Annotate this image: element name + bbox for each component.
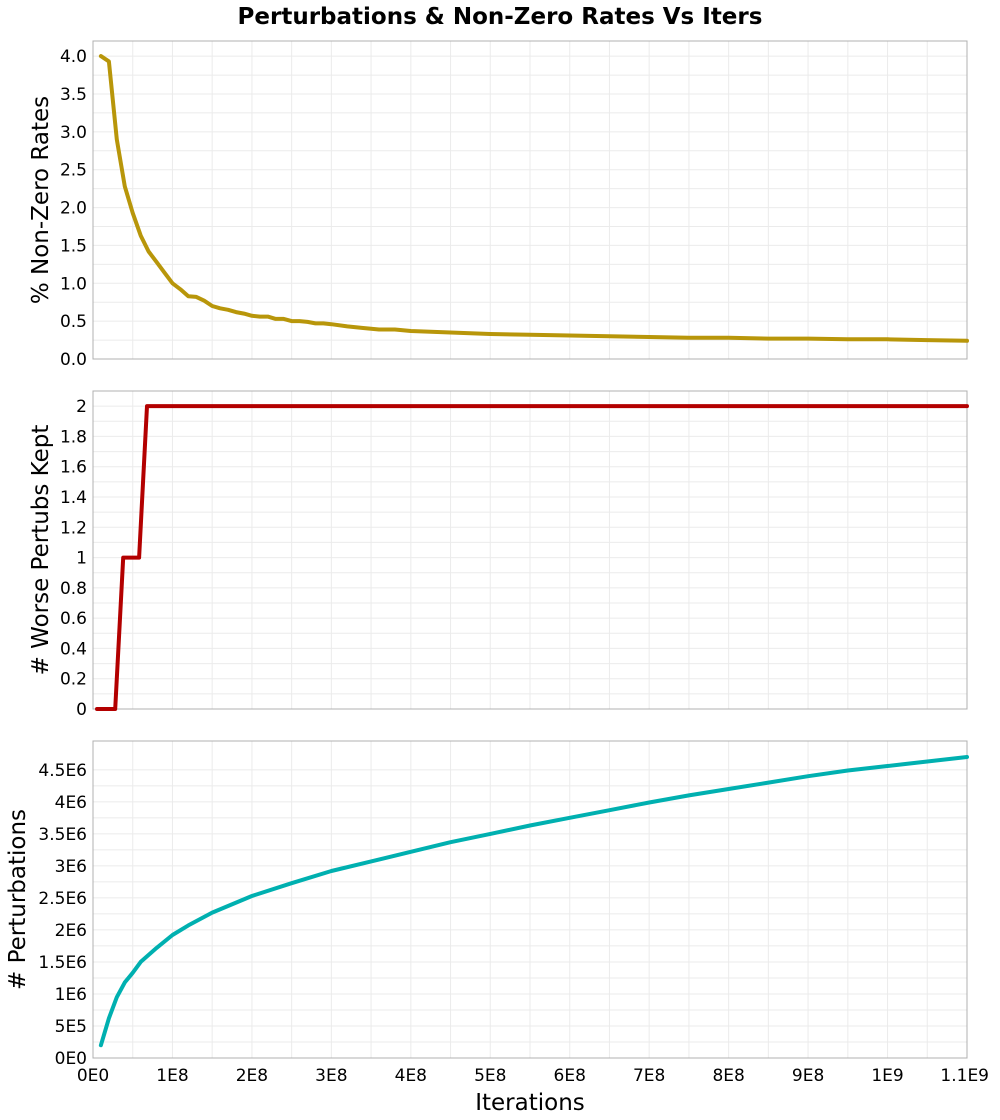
- x-tick-label: 2E8: [236, 1066, 268, 1086]
- x-tick-label: 1E9: [871, 1066, 903, 1086]
- y-tick-label: 1.4: [60, 488, 87, 508]
- y-tick-label: 2.0: [60, 199, 87, 219]
- series-line: [98, 755, 969, 1048]
- series-line: [98, 54, 969, 343]
- x-tick-label: 7E8: [633, 1066, 665, 1086]
- y-tick-label: 3.0: [60, 123, 87, 143]
- x-tick-label: 5E8: [474, 1066, 506, 1086]
- series-layer: [98, 755, 969, 1048]
- y-tick-label: 0E0: [55, 1049, 87, 1069]
- x-tick-label: 1.1E9: [940, 1066, 989, 1086]
- x-axis-ticks: 0E0 1E8 2E8 3E8 4E8 5E8 6E8 7E8 8E8 9E8 1E9 1.1E9: [77, 1066, 989, 1086]
- plot-frame: [92, 40, 968, 360]
- y-tick-label: 1.0: [60, 274, 87, 294]
- series-layer: [98, 54, 969, 343]
- y-tick-label: 0.4: [60, 639, 87, 659]
- x-tick-label: 9E8: [792, 1066, 824, 1086]
- y-axis-label: # Perturbations: [5, 809, 31, 990]
- y-tick-label: 2.5E6: [38, 889, 87, 909]
- x-tick-label: 0E0: [77, 1066, 109, 1086]
- y-tick-label: 1.5: [60, 236, 87, 256]
- y-tick-label: 1.5E6: [38, 953, 87, 973]
- x-tick-label: 8E8: [712, 1066, 744, 1086]
- series-line: [95, 404, 969, 711]
- y-tick-label: 2.5: [60, 161, 87, 181]
- plot-frame: [92, 740, 968, 1059]
- y-axis-ticks: 0 0.2 0.4 0.6 0.8 1 1.2 1.4 1.6 1.8 2: [60, 397, 87, 720]
- y-tick-label: 0.0: [60, 350, 87, 370]
- y-tick-label: 0: [76, 700, 87, 720]
- grid: [92, 741, 968, 1059]
- y-tick-label: 3E6: [55, 857, 87, 877]
- y-tick-label: 1: [76, 549, 87, 569]
- y-tick-label: 3.5: [60, 85, 87, 105]
- y-axis-label: # Worse Pertubs Kept: [28, 425, 54, 676]
- panel-perturbations: 0E0 5E5 1E6 1.5E6 2E6 2.5E6 3E6 3.5E6 4E6 4.5E6 #…: [5, 740, 989, 1086]
- y-tick-label: 2E6: [55, 921, 87, 941]
- y-tick-label: 1E6: [55, 985, 87, 1005]
- y-tick-label: 0.2: [60, 670, 87, 690]
- y-tick-label: 3.5E6: [38, 825, 87, 845]
- x-tick-label: 3E8: [315, 1066, 347, 1086]
- x-axis-label: Iterations: [475, 1090, 585, 1116]
- x-tick-label: 6E8: [554, 1066, 586, 1086]
- y-tick-label: 5E5: [55, 1017, 87, 1037]
- plot-frame: [92, 390, 968, 710]
- x-tick-label: 1E8: [156, 1066, 188, 1086]
- y-tick-label: 0.8: [60, 579, 87, 599]
- y-tick-label: 0.5: [60, 312, 87, 332]
- y-axis-ticks: 0E0 5E5 1E6 1.5E6 2E6 2.5E6 3E6 3.5E6 4E6 4.5E6: [38, 761, 87, 1069]
- panel-nonzero-rates: 0.0 0.5 1.0 1.5 2.0 2.5 3.0 3.5 4.0 % Non-Zero R…: [28, 40, 969, 370]
- grid: [92, 391, 968, 710]
- y-tick-label: 0.6: [60, 609, 87, 629]
- grid: [92, 41, 968, 360]
- y-tick-label: 1.6: [60, 458, 87, 478]
- y-tick-label: 1.8: [60, 427, 87, 447]
- series-layer: [95, 404, 969, 711]
- y-tick-label: 4E6: [55, 793, 87, 813]
- y-tick-label: 1.2: [60, 518, 87, 538]
- y-tick-label: 2: [76, 397, 87, 417]
- panel-worse-pertubs-kept: 0 0.2 0.4 0.6 0.8 1 1.2 1.4 1.6 1.8 2 # Worse Pert…: [28, 390, 969, 720]
- y-axis-ticks: 0.0 0.5 1.0 1.5 2.0 2.5 3.0 3.5 4.0: [60, 47, 87, 370]
- x-tick-label: 4E8: [395, 1066, 427, 1086]
- y-tick-label: 4.5E6: [38, 761, 87, 781]
- y-axis-label: % Non-Zero Rates: [28, 96, 54, 304]
- y-tick-label: 4.0: [60, 47, 87, 67]
- chart-title: Perturbations & Non-Zero Rates Vs Iters: [238, 4, 763, 30]
